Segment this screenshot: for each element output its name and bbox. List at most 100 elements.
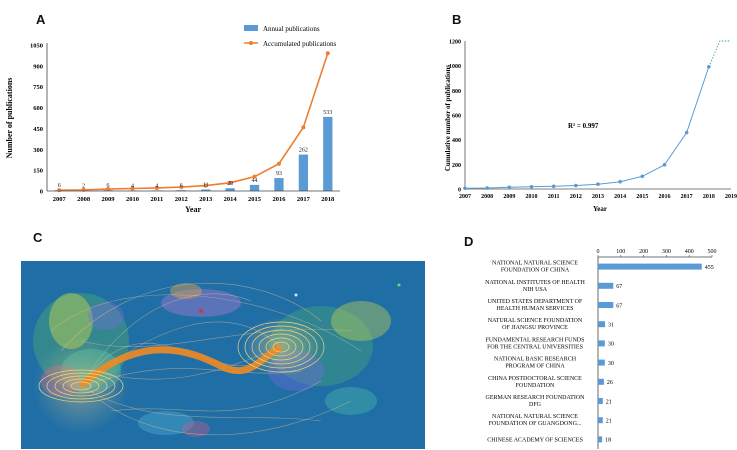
legend-marker-accumulated <box>249 41 253 45</box>
bar-value-label-d: 455 <box>705 265 714 271</box>
bar-annual-2015 <box>249 184 260 191</box>
bottom-cluster <box>138 411 210 437</box>
bar-funding-3 <box>598 321 606 328</box>
x-tick-label-b: 2010 <box>526 194 538 200</box>
y-tick-label-a: 900 <box>33 63 43 70</box>
y-tick-label-b: 400 <box>452 138 461 144</box>
x-tick-label-b: 2017 <box>681 194 693 200</box>
point-b-2007 <box>463 186 467 191</box>
x-tick-label-a: 2011 <box>151 196 164 203</box>
point-b-2010 <box>529 184 534 189</box>
category-label-d: NATIONAL INSTITUTES OF HEALTH NIH USA <box>485 280 585 293</box>
y-tick-label-a: 150 <box>33 168 43 175</box>
x-tick-label-d: 400 <box>685 249 694 255</box>
y-tick-label-b: 0 <box>458 188 461 194</box>
bar-value-label-a: 6 <box>180 183 183 189</box>
line-accumulated <box>59 52 329 191</box>
x-tick-label-a: 2007 <box>53 196 67 203</box>
bar-value-label-d: 21 <box>606 419 612 425</box>
point-accumulated-2011 <box>154 185 159 190</box>
category-label-d: NATIONAL NATURAL SCIENCE FOUNDATION OF CH… <box>492 261 578 274</box>
point-b-2009 <box>507 185 512 190</box>
x-tick-label-a: 2013 <box>199 196 213 203</box>
legend-label-annual: Annual publications <box>263 25 320 33</box>
point-b-2017 <box>684 130 689 135</box>
x-tick-label-d: 100 <box>616 249 625 255</box>
network-node <box>294 293 298 297</box>
bar-value-label-a: 6 <box>58 183 61 189</box>
bar-value-label-d: 30 <box>608 361 614 367</box>
bar-value-label-a: 4 <box>131 183 134 189</box>
y-tick-label-b: 600 <box>452 114 461 120</box>
bar-value-label-d: 31 <box>608 323 614 329</box>
bar-annual-2017 <box>298 154 309 191</box>
bar-funding-5 <box>598 359 605 366</box>
bar-funding-2 <box>598 302 614 308</box>
x-tick-label-a: 2009 <box>102 196 116 203</box>
bar-value-label-a: 262 <box>299 148 308 154</box>
y-axis-title-b: Cumulative number of publications <box>444 65 452 172</box>
y-tick-label-a: 300 <box>33 147 43 154</box>
point-accumulated-2013 <box>203 183 208 188</box>
y-tick-label-a: 450 <box>33 126 43 133</box>
collaboration-network-map <box>21 261 425 449</box>
bar-value-label-a: 6 <box>107 183 110 189</box>
point-b-2015 <box>640 174 645 179</box>
point-accumulated-2014 <box>228 180 233 185</box>
network-node <box>199 309 203 313</box>
category-label-d: CHINESE ACADEMY OF SCIENCES <box>487 437 583 443</box>
point-accumulated-2012 <box>179 185 184 190</box>
point-accumulated-2009 <box>106 187 111 192</box>
x-tick-label-b: 2019 <box>725 194 737 200</box>
point-accumulated-2015 <box>252 174 257 179</box>
x-tick-label-a: 2015 <box>248 196 262 203</box>
point-accumulated-2010 <box>130 186 135 191</box>
x-axis-title-a: Year <box>185 205 201 214</box>
y-axis-title-a: Number of publications <box>5 78 14 159</box>
category-label-d: NATIONAL BASIC RESEARCH PROGRAM OF CHINA <box>494 357 577 370</box>
point-b-2011 <box>551 184 556 189</box>
r-squared-annotation: R² = 0.997 <box>568 122 599 130</box>
point-b-2018 <box>707 64 711 69</box>
x-tick-label-a: 2008 <box>77 196 91 203</box>
bar-annual-2018 <box>323 116 333 191</box>
x-tick-label-b: 2007 <box>459 194 471 200</box>
x-tick-label-b: 2013 <box>592 194 604 200</box>
bar-annual-2012 <box>176 190 186 191</box>
x-tick-label-a: 2018 <box>321 196 335 203</box>
y-tick-label-b: 800 <box>452 89 461 95</box>
bar-funding-6 <box>598 378 604 385</box>
bar-annual-2013 <box>201 189 211 191</box>
x-tick-label-b: 2016 <box>659 194 671 200</box>
y-tick-label-a: 750 <box>33 84 43 91</box>
x-tick-label-a: 2016 <box>272 196 286 203</box>
y-tick-label-b: 200 <box>452 163 461 169</box>
panel-label-b: B <box>452 12 461 27</box>
bar-value-label-a: 20 <box>227 181 233 187</box>
x-tick-label-b: 2018 <box>703 194 715 200</box>
x-tick-label-b: 2014 <box>614 194 626 200</box>
bar-value-label-a: 2 <box>82 184 85 190</box>
panel-label-c: C <box>33 230 43 245</box>
y-tick-label-b: 1000 <box>449 64 461 70</box>
category-label-d: NATURAL SCIENCE FOUNDATION OF JIANGSU PRO… <box>488 318 583 331</box>
series-line-b <box>464 66 710 189</box>
point-b-2014 <box>618 179 622 184</box>
x-tick-label-a: 2017 <box>297 196 311 203</box>
trend-line-b <box>708 40 730 67</box>
point-accumulated-2016 <box>276 161 281 166</box>
x-tick-label-a: 2012 <box>175 196 188 203</box>
x-tick-label-d: 0 <box>597 249 600 255</box>
point-b-2008 <box>485 186 489 190</box>
bar-value-label-d: 30 <box>608 342 614 348</box>
legend-swatch-annual <box>244 25 258 31</box>
right-hub-rings <box>237 321 325 373</box>
category-label-d: NATIONAL NATURAL SCIENCE FOUNDATION OF GU… <box>489 414 582 427</box>
bar-value-label-a: 44 <box>252 178 258 184</box>
bar-funding-4 <box>598 340 605 347</box>
bar-funding-1 <box>598 282 614 289</box>
point-accumulated-2017 <box>301 125 306 130</box>
point-accumulated-2018 <box>325 51 330 56</box>
x-tick-label-d: 300 <box>662 249 671 255</box>
